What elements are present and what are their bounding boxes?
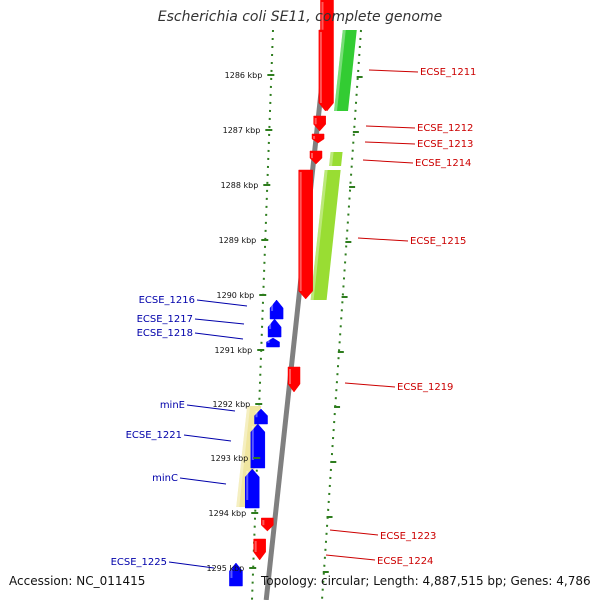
gene-arrow-ECSE_1215	[298, 169, 313, 300]
map-title: Escherichia coli SE11, complete genome	[157, 9, 443, 25]
gene-label-leader-ECSE_1221	[183, 434, 232, 442]
gene-label-ECSE_1211: ECSE_1211	[420, 67, 476, 78]
accession-text: Accession: NC_011415	[9, 574, 146, 588]
gene-label-leader-ECSE_1215	[357, 237, 409, 242]
gene-label-ECSE_1212: ECSE_1212	[417, 123, 473, 134]
gene-arrows	[229, 0, 334, 587]
feature-bands	[236, 30, 357, 507]
gene-arrow-ECSE_1211	[318, 29, 333, 112]
ruler-tick-label: 1291 kbp	[215, 346, 253, 355]
gene-arrow-ECSE_1223	[261, 517, 274, 532]
gene-arrow-ECSE_1212	[313, 115, 326, 132]
gene-label-leader-ECSE_1211	[368, 69, 419, 73]
ruler-tick-label: 1287 kbp	[223, 126, 261, 135]
gene-label-leader-ECSE_1223	[329, 529, 379, 536]
ruler-tick-label: 1294 kbp	[209, 509, 247, 518]
gene-label-leader-minE	[186, 404, 236, 412]
ruler-tick-label: 1293 kbp	[211, 454, 249, 463]
ruler-tick-label: 1288 kbp	[221, 181, 259, 190]
gene-label-ECSE_1217: ECSE_1217	[137, 314, 193, 325]
ruler-tick-label: 1289 kbp	[219, 236, 257, 245]
gene-label-ECSE_1216: ECSE_1216	[139, 295, 195, 306]
gene-label-ECSE_1214: ECSE_1214	[415, 158, 471, 169]
gene-label-leader-ECSE_1212	[365, 125, 416, 129]
gene-label-ECSE_1224: ECSE_1224	[377, 556, 433, 567]
tan-feature-band-highlight	[236, 406, 251, 507]
gene-labels: ECSE_1211 ECSE_1212 ECSE_1213 ECSE_1214 ECSE…	[111, 67, 476, 569]
gene-label-ECSE_1219: ECSE_1219	[397, 382, 453, 393]
yellowgreen-feature-band	[329, 152, 343, 166]
green-feature-band-highlight	[334, 30, 346, 111]
dotted-guides	[251, 29, 362, 601]
gene-label-ECSE_1225: ECSE_1225	[111, 557, 167, 568]
gene-label-leader-ECSE_1214	[362, 159, 414, 164]
yellowgreen-feature-band-2-highlight	[310, 170, 328, 300]
gene-label-ECSE_1221: ECSE_1221	[126, 430, 182, 441]
gene-label-minE: minE	[160, 400, 185, 411]
gene-arrow-ECSE_1214	[309, 150, 323, 165]
gene-arrow-ECSE_1216	[269, 299, 284, 320]
gene-label-leader-ECSE_1219	[344, 382, 396, 388]
gene-label-leader-ECSE_1217	[194, 318, 245, 325]
yellowgreen-feature-band-2	[310, 170, 341, 300]
gene-arrow-ECSE_1218	[266, 337, 280, 348]
gene-label-leader-ECSE_1225	[168, 561, 215, 569]
ruler-tick-label: 1290 kbp	[217, 291, 255, 300]
gene-arrow-minE	[254, 408, 268, 425]
gene-label-ECSE_1213: ECSE_1213	[417, 139, 473, 150]
green-feature-band	[334, 30, 357, 111]
gene-label-leader-ECSE_1216	[196, 299, 248, 307]
gene-label-ECSE_1218: ECSE_1218	[137, 328, 193, 339]
gene-arrow-minC	[244, 468, 260, 509]
gene-arrow-ECSE_1213	[311, 133, 325, 144]
gene-label-ECSE_1215: ECSE_1215	[410, 236, 466, 247]
gene-label-leader-minC	[179, 477, 227, 485]
gene-arrow-ECSE_1224	[253, 538, 266, 561]
gene-label-ECSE_1223: ECSE_1223	[380, 531, 436, 542]
guide-right-inner	[321, 29, 362, 601]
gene-arrow-ECSE_1217	[267, 318, 282, 338]
gene-label-minC: minC	[152, 473, 178, 484]
gene-arrow-ECSE_1225	[229, 562, 243, 587]
ruler-tick-label: 1295 kbp	[206, 564, 244, 573]
genome-summary-text: Topology: circular; Length: 4,887,515 bp…	[261, 574, 591, 588]
gene-label-leader-ECSE_1218	[194, 332, 244, 340]
gene-label-leader-ECSE_1224	[325, 554, 376, 561]
ruler-tick-label: 1286 kbp	[225, 71, 263, 80]
gene-label-leader-ECSE_1213	[364, 141, 416, 145]
kbp-ruler: 1286 kbp 1287 kbp 1288 kbp 1289 kbp 1290 kbp…	[206, 71, 363, 573]
yellowgreen-feature-band-highlight	[329, 152, 334, 166]
gene-arrow-ECSE_1219	[287, 366, 301, 393]
ruler-tick-label: 1292 kbp	[213, 400, 251, 409]
